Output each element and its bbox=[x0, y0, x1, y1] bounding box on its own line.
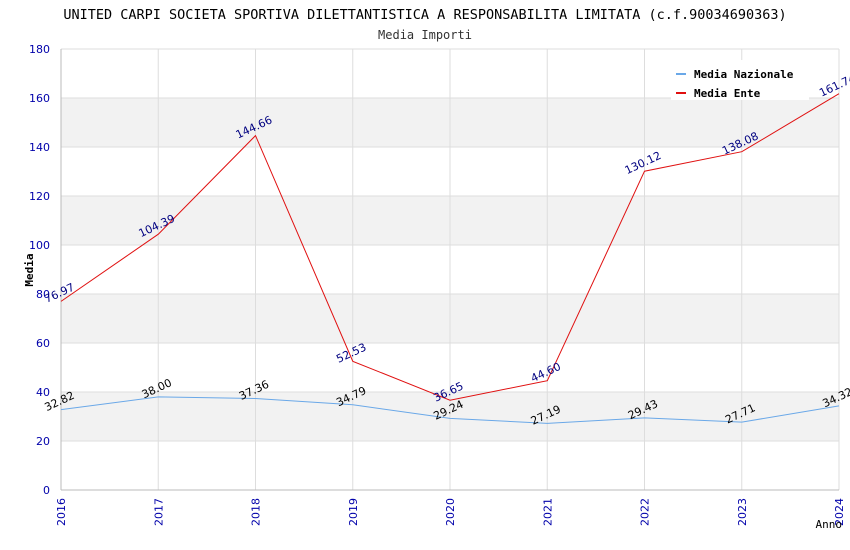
y-tick-label: 100 bbox=[29, 239, 50, 252]
legend: Media Nazionale Media Ente bbox=[671, 60, 809, 100]
x-tick-label: 2018 bbox=[250, 498, 263, 526]
data-label: 130.12 bbox=[623, 149, 663, 177]
series-line-media-ente bbox=[60, 93, 840, 401]
x-tick-label: 2023 bbox=[736, 498, 749, 526]
data-label: 161.74 bbox=[817, 72, 850, 100]
y-tick-label: 60 bbox=[36, 337, 50, 350]
series-line-media-nazionale bbox=[60, 396, 840, 424]
x-axis-label: Anno bbox=[816, 518, 843, 531]
chart-title: UNITED CARPI SOCIETA SPORTIVA DILETTANTI… bbox=[63, 7, 786, 23]
x-tick-label: 2024 bbox=[833, 498, 846, 526]
y-axis-label: Media bbox=[23, 253, 36, 286]
y-tick-label: 160 bbox=[29, 92, 50, 105]
legend-entry: Media Nazionale bbox=[694, 68, 794, 81]
x-tick-label: 2017 bbox=[152, 498, 165, 526]
y-tick-label: 20 bbox=[36, 435, 50, 448]
y-tick-label: 0 bbox=[43, 484, 50, 497]
axes: 0 20 40 60 80 100 120 140 160 180 2016 2017 2018 2019… bbox=[29, 43, 846, 526]
x-tick-label: 2020 bbox=[444, 498, 457, 526]
y-tick-label: 40 bbox=[36, 386, 50, 399]
y-tick-label: 180 bbox=[29, 43, 50, 56]
x-tick-label: 2016 bbox=[55, 498, 68, 526]
chart-subtitle: Media Importi bbox=[378, 28, 472, 42]
series-group bbox=[60, 93, 840, 424]
data-label: 52.53 bbox=[334, 341, 368, 366]
x-tick-label: 2022 bbox=[639, 498, 652, 526]
y-tick-label: 120 bbox=[29, 190, 50, 203]
x-tick-label: 2019 bbox=[347, 498, 360, 526]
legend-entry: Media Ente bbox=[694, 87, 761, 100]
x-tick-label: 2021 bbox=[541, 498, 554, 526]
y-tick-label: 80 bbox=[36, 288, 50, 301]
y-tick-label: 140 bbox=[29, 141, 50, 154]
legend-box bbox=[671, 60, 809, 100]
